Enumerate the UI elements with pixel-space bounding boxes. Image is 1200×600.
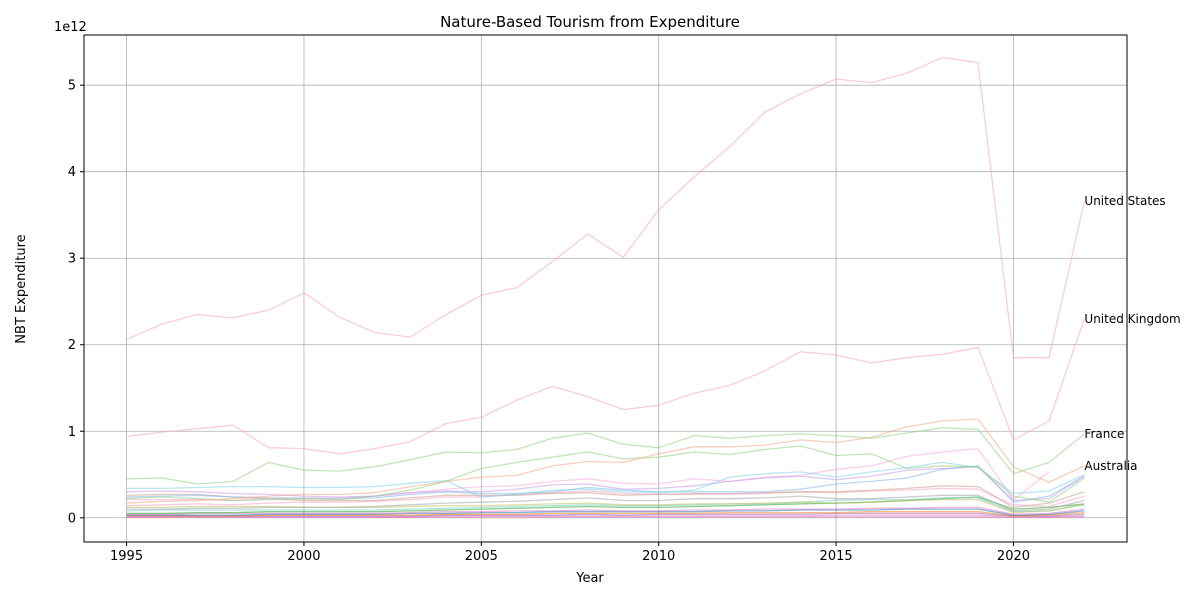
series-line [126, 506, 1085, 515]
y-tick-label: 5 [68, 79, 76, 94]
series-line [126, 514, 1085, 518]
x-tick-label: 2010 [642, 549, 675, 564]
y-tick-label: 2 [68, 338, 76, 353]
series-line [126, 511, 1085, 517]
series-annotations: United States United Kingdom France Austral… [1084, 194, 1180, 473]
series-line [126, 494, 1085, 512]
x-tick-label: 2020 [997, 549, 1030, 564]
x-tick-label: 1995 [110, 549, 143, 564]
y-tick-label: 4 [68, 165, 76, 180]
chart-title: Nature-Based Tourism from Expenditure [440, 13, 740, 31]
series-line [126, 56, 1086, 359]
series-line [126, 508, 1085, 516]
x-axis-title: Year [575, 571, 604, 586]
series-annotation: United Kingdom [1084, 312, 1180, 326]
series-annotation: France [1084, 427, 1124, 441]
y-tick-label: 3 [68, 252, 76, 267]
series-annotation: Australia [1084, 459, 1137, 473]
y-axis-title: NBT Expenditure [14, 234, 29, 343]
series-line [126, 487, 1085, 508]
series-lines [126, 56, 1086, 519]
series-line [126, 445, 1085, 503]
series-line [126, 427, 1085, 485]
y-tick-label: 0 [68, 511, 76, 526]
x-axis-ticks: 1995 2000 2005 2010 2015 2020 [110, 542, 1030, 564]
series-line [126, 318, 1086, 455]
grid [84, 35, 1127, 542]
y-axis-offset-label: 1e12 [54, 20, 87, 35]
series-line [126, 497, 1085, 513]
x-tick-label: 2005 [465, 549, 498, 564]
series-annotation: United States [1084, 194, 1165, 208]
plot-frame [83, 34, 1128, 543]
series-line [126, 461, 1085, 498]
series-line [126, 418, 1085, 504]
x-tick-label: 2015 [820, 549, 853, 564]
series-line [126, 512, 1085, 517]
x-tick-label: 2000 [287, 549, 320, 564]
y-axis-ticks: 0 1 2 3 4 5 [68, 79, 84, 526]
series-line [126, 465, 1085, 503]
y-tick-label: 1 [68, 425, 76, 440]
